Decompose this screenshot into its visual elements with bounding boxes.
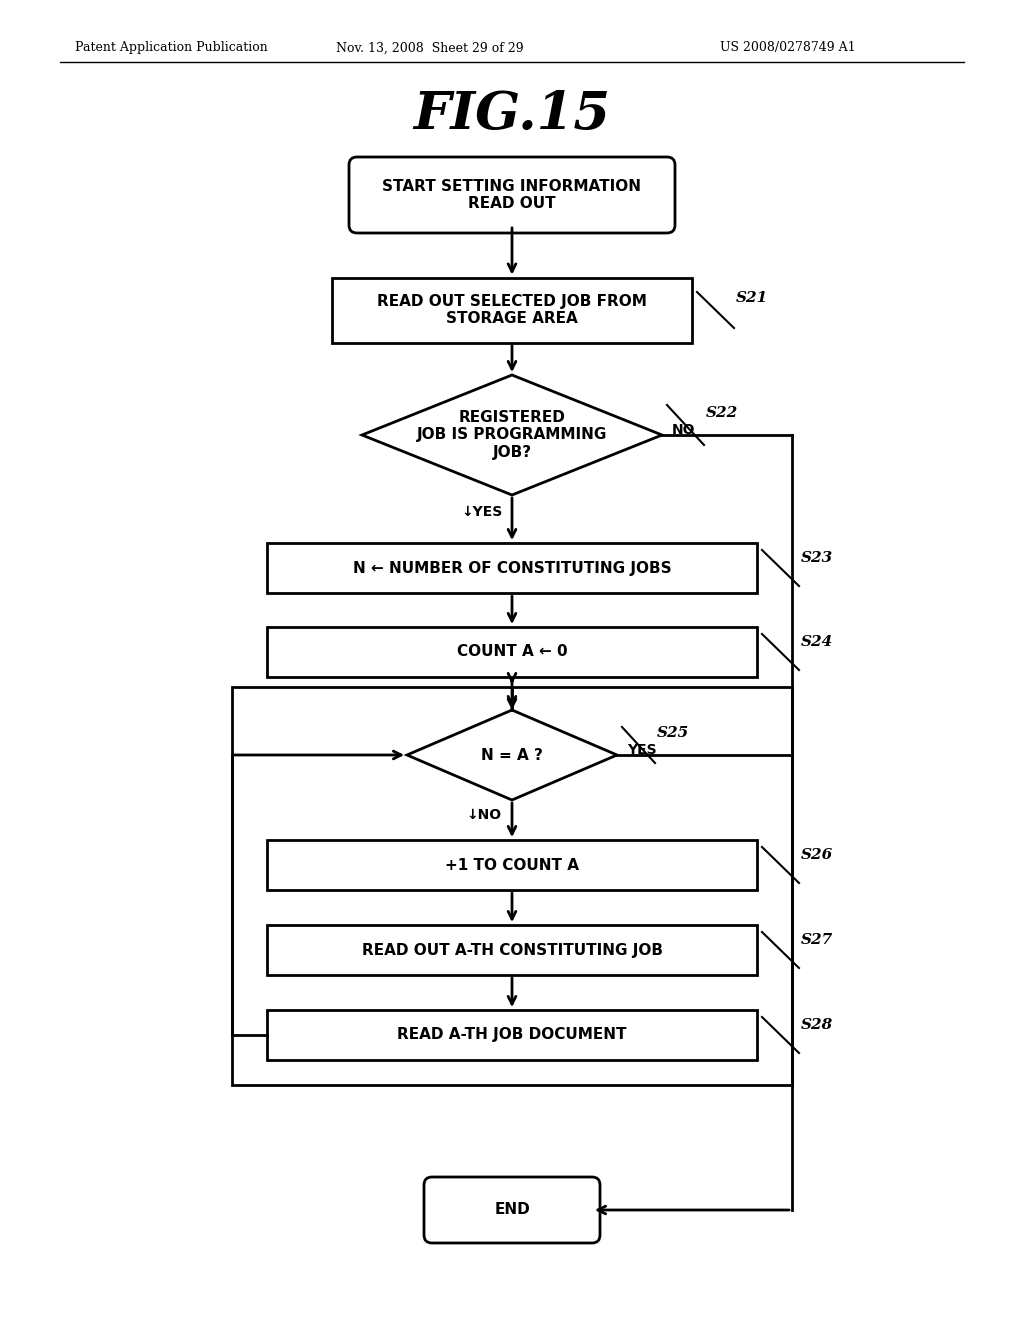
Text: START SETTING INFORMATION
READ OUT: START SETTING INFORMATION READ OUT	[383, 178, 641, 211]
Text: COUNT A ← 0: COUNT A ← 0	[457, 644, 567, 660]
Text: YES: YES	[627, 743, 656, 756]
Bar	[267, 543, 757, 593]
Bar	[267, 1010, 757, 1060]
Text: Patent Application Publication: Patent Application Publication	[75, 41, 267, 54]
Text: S24: S24	[801, 635, 834, 649]
Bar	[267, 840, 757, 890]
Text: READ OUT A-TH CONSTITUTING JOB: READ OUT A-TH CONSTITUTING JOB	[361, 942, 663, 957]
Text: ↓YES: ↓YES	[462, 506, 503, 519]
Text: S22: S22	[706, 407, 738, 420]
Text: READ OUT SELECTED JOB FROM
STORAGE AREA: READ OUT SELECTED JOB FROM STORAGE AREA	[377, 294, 647, 326]
Polygon shape	[407, 710, 617, 800]
FancyBboxPatch shape	[424, 1177, 600, 1243]
Text: REGISTERED
JOB IS PROGRAMMING
JOB?: REGISTERED JOB IS PROGRAMMING JOB?	[417, 411, 607, 459]
Text: N = A ?: N = A ?	[481, 747, 543, 763]
Text: S21: S21	[736, 290, 768, 305]
Text: S27: S27	[801, 933, 834, 946]
Bar	[267, 925, 757, 975]
Bar	[267, 627, 757, 677]
Text: S25: S25	[657, 726, 689, 741]
Text: N ← NUMBER OF CONSTITUTING JOBS: N ← NUMBER OF CONSTITUTING JOBS	[352, 561, 672, 576]
Text: FIG.15: FIG.15	[414, 90, 610, 140]
Polygon shape	[362, 375, 662, 495]
Text: END: END	[495, 1203, 529, 1217]
Text: +1 TO COUNT A: +1 TO COUNT A	[445, 858, 579, 873]
Text: READ A-TH JOB DOCUMENT: READ A-TH JOB DOCUMENT	[397, 1027, 627, 1043]
Text: S26: S26	[801, 847, 834, 862]
Text: Nov. 13, 2008  Sheet 29 of 29: Nov. 13, 2008 Sheet 29 of 29	[336, 41, 524, 54]
Text: US 2008/0278749 A1: US 2008/0278749 A1	[720, 41, 856, 54]
Text: ↓NO: ↓NO	[467, 808, 502, 822]
Bar	[332, 277, 692, 342]
Text: NO: NO	[672, 422, 695, 437]
Text: S28: S28	[801, 1018, 834, 1032]
Text: S23: S23	[801, 550, 834, 565]
Bar	[232, 686, 792, 1085]
FancyBboxPatch shape	[349, 157, 675, 234]
